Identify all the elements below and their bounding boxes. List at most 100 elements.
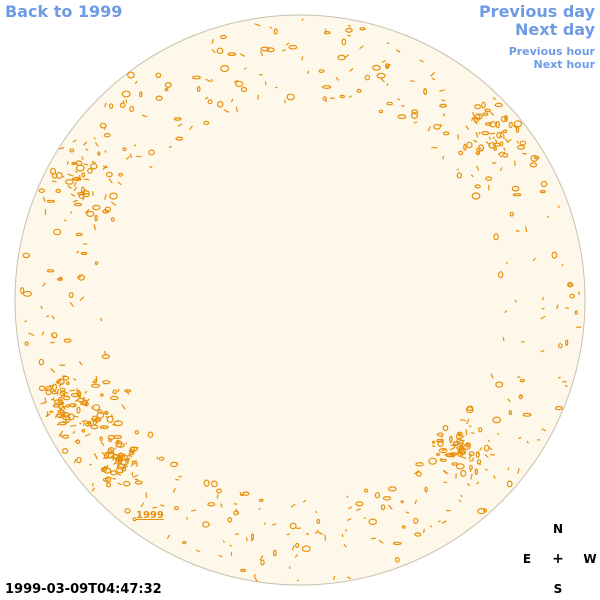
contour-mark [111, 456, 116, 459]
contour-mark [468, 453, 471, 460]
contour-mark [441, 448, 447, 452]
contour-mark [129, 105, 135, 112]
contour-mark [130, 463, 134, 467]
contour-mark [91, 406, 93, 409]
contour-mark [190, 509, 197, 512]
contour-mark [129, 153, 132, 159]
contour-mark [235, 533, 240, 536]
contour-mark [323, 31, 331, 35]
contour-mark [388, 504, 393, 510]
contour-mark [466, 482, 471, 487]
contour-mark [243, 67, 247, 70]
contour-mark [452, 445, 456, 450]
contour-mark [258, 498, 264, 502]
contour-mark [79, 422, 82, 425]
contour-mark [78, 174, 81, 178]
contour-mark [240, 86, 248, 93]
contour-mark [28, 332, 35, 337]
contour-mark [343, 543, 347, 548]
compass-west: W [583, 552, 597, 566]
contour-mark [502, 337, 505, 342]
contour-mark [484, 108, 492, 113]
contour-mark [428, 457, 438, 465]
contour-mark [475, 451, 480, 459]
year-link[interactable]: 1999 [136, 510, 164, 521]
contour-mark [441, 520, 447, 524]
contour-mark [85, 433, 91, 437]
contour-mark [155, 95, 163, 101]
contour-mark [474, 113, 483, 120]
contour-mark [61, 412, 70, 417]
back-to-year-link[interactable]: Back to 1999 [5, 2, 123, 21]
contour-mark [457, 134, 460, 140]
contour-mark [77, 391, 82, 399]
contour-mark [84, 208, 90, 214]
contour-mark [107, 447, 115, 453]
contour-mark [102, 165, 109, 169]
contour-mark [431, 146, 438, 149]
contour-mark [346, 495, 349, 498]
contour-mark [378, 539, 384, 544]
contour-mark [301, 545, 311, 553]
contour-mark [196, 86, 201, 92]
contour-mark [457, 433, 461, 437]
contour-mark [72, 430, 76, 434]
contour-mark [87, 167, 93, 174]
contour-mark [470, 454, 473, 457]
contour-mark [102, 380, 111, 385]
contour-mark [86, 421, 91, 428]
contour-mark [473, 139, 476, 142]
previous-hour-link[interactable]: Previous hour [508, 45, 595, 58]
contour-mark [476, 459, 482, 465]
contour-mark [355, 501, 364, 507]
previous-day-link[interactable]: Previous day [478, 2, 595, 21]
contour-mark [24, 319, 28, 323]
contour-mark [164, 81, 172, 88]
contour-mark [401, 105, 405, 108]
contour-mark [533, 156, 540, 160]
contour-mark [86, 210, 95, 217]
contour-mark [318, 69, 325, 73]
contour-mark [456, 463, 465, 470]
contour-mark [76, 406, 81, 414]
contour-mark [488, 142, 496, 149]
contour-mark [102, 426, 106, 429]
contour-mark [106, 464, 109, 468]
contour-mark [322, 96, 327, 101]
contour-mark [76, 250, 80, 254]
contour-mark [239, 491, 243, 497]
contour-mark [112, 435, 122, 440]
contour-mark [474, 184, 481, 189]
contour-mark [465, 429, 468, 436]
contour-mark [116, 463, 125, 470]
next-hour-link[interactable]: Next hour [533, 58, 596, 71]
contour-mark [465, 125, 469, 130]
contour-mark [481, 101, 486, 109]
contour-mark [456, 168, 459, 171]
contour-mark [413, 517, 419, 524]
contour-mark [463, 143, 467, 151]
contour-mark [70, 193, 76, 197]
contour-mark [93, 137, 96, 140]
contour-mark [437, 520, 441, 523]
contour-mark [227, 52, 237, 57]
contour-mark [55, 171, 63, 179]
contour-mark [439, 103, 448, 108]
contour-mark [118, 172, 124, 177]
contour-mark [173, 506, 179, 511]
contour-mark [485, 141, 491, 146]
contour-mark [347, 24, 351, 27]
contour-mark [488, 136, 491, 140]
contour-mark [469, 464, 473, 471]
contour-mark [73, 181, 77, 187]
contour-mark [433, 123, 442, 130]
contour-mark [363, 488, 369, 493]
contour-mark [578, 291, 581, 295]
contour-mark [460, 469, 467, 477]
contour-mark [498, 153, 503, 158]
contour-mark [61, 375, 66, 378]
contour-mark [66, 381, 70, 386]
next-day-link[interactable]: Next day [515, 20, 595, 39]
contour-mark [382, 495, 392, 501]
contour-mark [45, 388, 52, 396]
